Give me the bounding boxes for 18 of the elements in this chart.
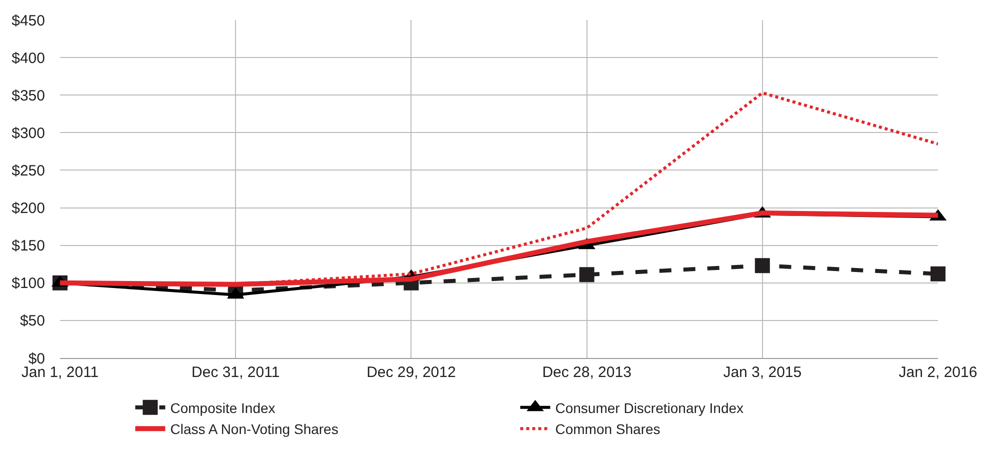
legend-label: Common Shares — [555, 421, 660, 438]
y-tick-label: $100 — [12, 275, 45, 292]
x-tick-label: Jan 3, 2015 — [723, 364, 802, 381]
legend-label: Class A Non-Voting Shares — [170, 421, 338, 438]
y-tick-label: $200 — [12, 200, 45, 218]
y-tick-label: $50 — [20, 312, 45, 330]
y-tick-label: $400 — [12, 50, 45, 67]
y-tick-label: $250 — [12, 162, 45, 180]
y-tick-label: $450 — [12, 12, 45, 30]
x-tick-label: Jan 2, 2016 — [898, 364, 978, 381]
y-tick-label: $350 — [12, 87, 45, 104]
y-tick-label: $150 — [12, 238, 45, 255]
x-tick-label: Dec 28, 2013 — [542, 364, 632, 381]
legend-label: Consumer Discretionary Index — [555, 400, 744, 416]
legend-label: Composite Index — [170, 400, 276, 416]
y-tick-label: $300 — [12, 124, 45, 142]
x-tick-label: Dec 31, 2011 — [192, 364, 280, 381]
x-tick-label: Dec 29, 2012 — [366, 364, 456, 381]
